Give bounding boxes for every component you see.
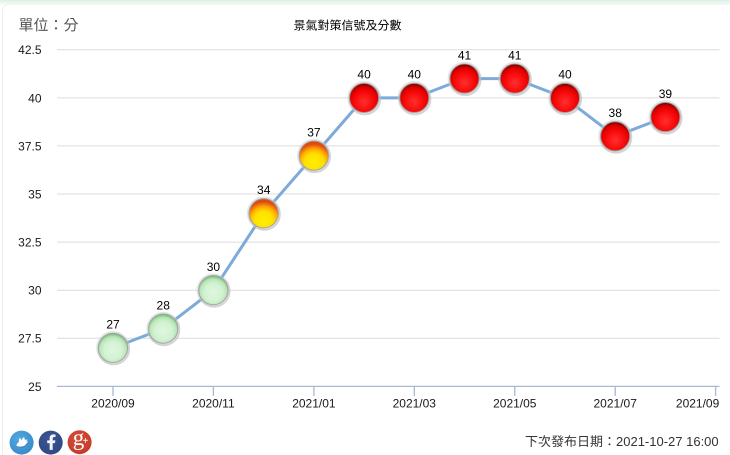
svg-text:2021-10-27 16:00: 2021-10-27 16:00	[616, 434, 719, 449]
svg-text:42.5: 42.5	[18, 43, 42, 57]
svg-text:39: 39	[659, 87, 673, 101]
svg-text:2021/09: 2021/09	[676, 396, 720, 410]
svg-text:37.5: 37.5	[18, 139, 42, 153]
svg-text:27.5: 27.5	[18, 332, 42, 346]
svg-text:30: 30	[28, 284, 42, 298]
svg-text:2020/09: 2020/09	[91, 396, 135, 410]
svg-text:40: 40	[408, 68, 422, 82]
svg-text:34: 34	[257, 183, 271, 197]
svg-text:40: 40	[558, 68, 572, 82]
svg-text:2021/01: 2021/01	[292, 396, 336, 410]
svg-text:2021/03: 2021/03	[393, 396, 437, 410]
svg-text:35: 35	[28, 187, 42, 201]
svg-text:27: 27	[106, 318, 120, 332]
svg-text:25: 25	[28, 380, 42, 394]
svg-text:41: 41	[458, 48, 472, 62]
svg-text:2020/11: 2020/11	[192, 396, 235, 410]
svg-text:37: 37	[307, 125, 321, 139]
svg-text:28: 28	[157, 298, 171, 312]
svg-text:2021/07: 2021/07	[594, 396, 638, 410]
svg-text:30: 30	[207, 260, 221, 274]
svg-text:g: g	[73, 425, 85, 450]
svg-text:40: 40	[357, 68, 371, 82]
svg-text:38: 38	[609, 106, 623, 120]
svg-text:32.5: 32.5	[18, 236, 42, 250]
svg-text:2021/05: 2021/05	[493, 396, 537, 410]
svg-text:40: 40	[28, 91, 42, 105]
svg-text:+: +	[83, 436, 89, 447]
svg-text:41: 41	[508, 48, 522, 62]
